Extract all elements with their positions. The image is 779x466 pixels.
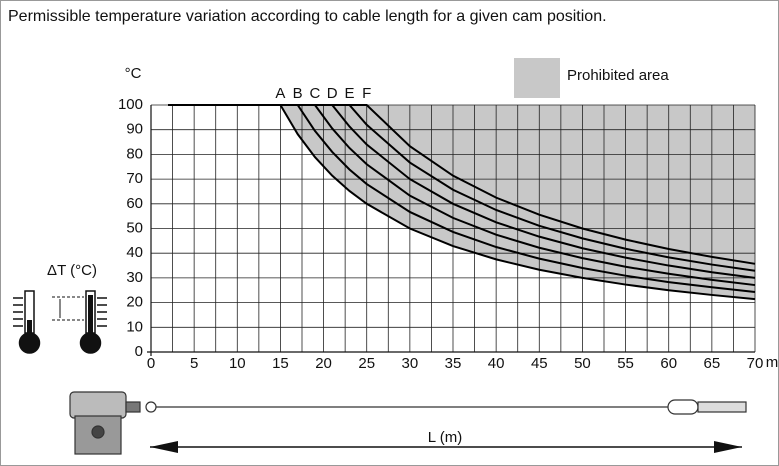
curve-label: D bbox=[327, 85, 338, 102]
y-tick-label: 90 bbox=[126, 121, 143, 138]
length-label: L (m) bbox=[428, 429, 462, 446]
x-tick-label: 25 bbox=[358, 355, 375, 372]
x-tick-label: 40 bbox=[488, 355, 505, 372]
legend-label: Prohibited area bbox=[567, 67, 669, 84]
legend-swatch bbox=[514, 58, 560, 98]
x-tick-label: 20 bbox=[315, 355, 332, 372]
y-tick-label: 20 bbox=[126, 294, 143, 311]
x-tick-label: 5 bbox=[190, 355, 198, 372]
y-tick-label: 50 bbox=[126, 219, 143, 236]
y-tick-label: 0 bbox=[135, 343, 143, 360]
y-unit: °C bbox=[125, 65, 142, 82]
title-box: Permissible temperature variation accord… bbox=[8, 6, 748, 56]
y-tick-label: 10 bbox=[126, 318, 143, 335]
y-tick-label: 30 bbox=[126, 269, 143, 286]
y-tick-label: 40 bbox=[126, 244, 143, 261]
y-tick-label: 80 bbox=[126, 145, 143, 162]
y-tick-label: 100 bbox=[118, 96, 143, 113]
x-tick-label: 60 bbox=[660, 355, 677, 372]
x-tick-label: 65 bbox=[704, 355, 721, 372]
delta-t-label: ΔT (°C) bbox=[47, 262, 97, 279]
y-tick-label: 60 bbox=[126, 195, 143, 212]
x-tick-label: 35 bbox=[445, 355, 462, 372]
chart-title: Permissible temperature variation accord… bbox=[8, 6, 748, 27]
curve-label: A bbox=[275, 85, 285, 102]
x-tick-label: 0 bbox=[147, 355, 155, 372]
y-tick-label: 70 bbox=[126, 170, 143, 187]
x-tick-label: 70 bbox=[747, 355, 764, 372]
curve-label: E bbox=[344, 85, 354, 102]
curve-label: B bbox=[293, 85, 303, 102]
x-unit: m bbox=[766, 354, 779, 371]
x-tick-label: 10 bbox=[229, 355, 246, 372]
x-tick-label: 45 bbox=[531, 355, 548, 372]
figure: Permissible temperature variation accord… bbox=[0, 0, 779, 466]
curve-label: C bbox=[310, 85, 321, 102]
x-tick-label: 15 bbox=[272, 355, 289, 372]
x-tick-label: 30 bbox=[402, 355, 419, 372]
curve-label: F bbox=[362, 85, 371, 102]
x-tick-label: 50 bbox=[574, 355, 591, 372]
x-tick-label: 55 bbox=[617, 355, 634, 372]
